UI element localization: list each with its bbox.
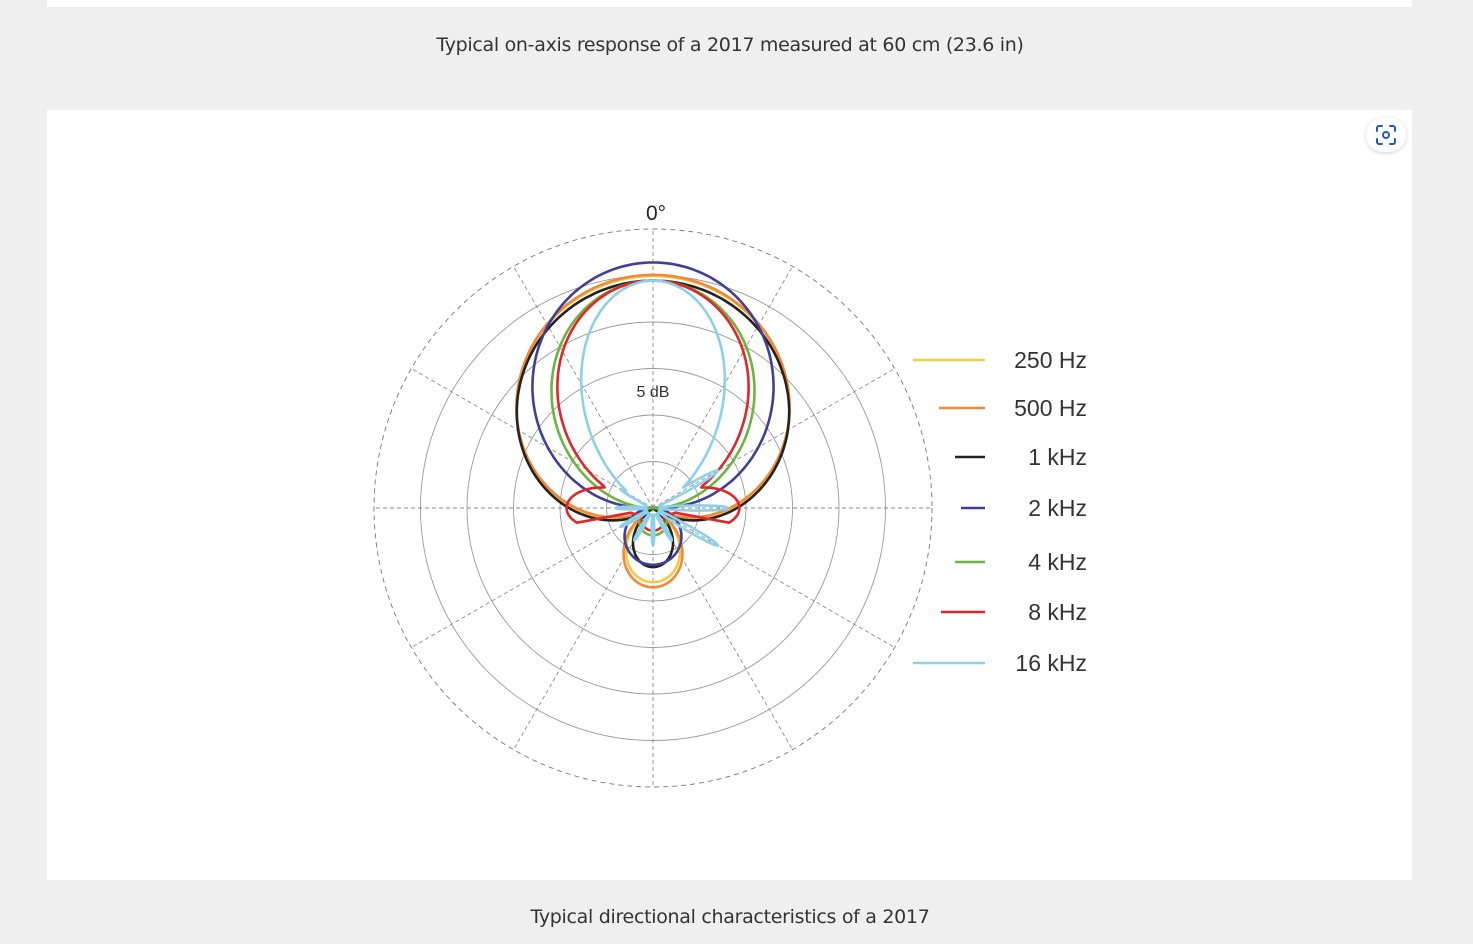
grid-spoke-4	[652, 507, 895, 648]
series-curve-1-khz	[515, 279, 791, 569]
grid-spoke-10	[411, 368, 654, 509]
grid-ring-3	[513, 368, 793, 648]
angle-label-0: 0°	[646, 202, 666, 225]
series-curve-16-khz	[579, 279, 730, 547]
grid-ring-1	[606, 461, 700, 555]
grid-ring-6	[373, 228, 933, 788]
zoom-button[interactable]	[1366, 118, 1406, 152]
legend-label-0: 250 Hz	[1014, 347, 1087, 373]
legend-label-4: 4 kHz	[1028, 549, 1087, 575]
focus-zoom-icon	[1376, 125, 1396, 145]
legend-label-1: 500 Hz	[1014, 395, 1087, 421]
series-curve-2-khz	[531, 261, 775, 567]
previous-figure-card	[47, 0, 1412, 7]
grid-spoke-2	[652, 368, 895, 509]
frequency-response-caption: Typical on-axis response of a 2017 measu…	[436, 34, 1024, 56]
grid-spoke-1	[652, 266, 793, 509]
legend: 250 Hz 500 Hz 1 kHz 2 kHz 4 kHz 8 kHz 16 kHz	[913, 347, 1087, 676]
legend-label-2: 1 kHz	[1028, 444, 1087, 470]
grid-spoke-7	[513, 507, 654, 750]
ring-db-label: 5 dB	[637, 384, 670, 401]
grid-spoke-11	[513, 266, 654, 509]
grid-spoke-8	[411, 507, 654, 648]
polar-curves	[515, 261, 791, 589]
polar-pattern-chart: 0° 5 dB 250 Hz 500 Hz 1 kHz 2 kHz 4 kHz 8 kHz…	[373, 202, 1087, 788]
grid-spoke-5	[652, 507, 793, 750]
legend-label-3: 2 kHz	[1028, 495, 1087, 521]
polar-figure-card: 0° 5 dB 250 Hz 500 Hz 1 kHz 2 kHz 4 kHz 8 kHz…	[47, 110, 1412, 880]
directional-caption: Typical directional characteristics of a…	[530, 906, 930, 928]
legend-label-5: 8 kHz	[1028, 599, 1087, 625]
legend-label-6: 16 kHz	[1015, 650, 1087, 676]
